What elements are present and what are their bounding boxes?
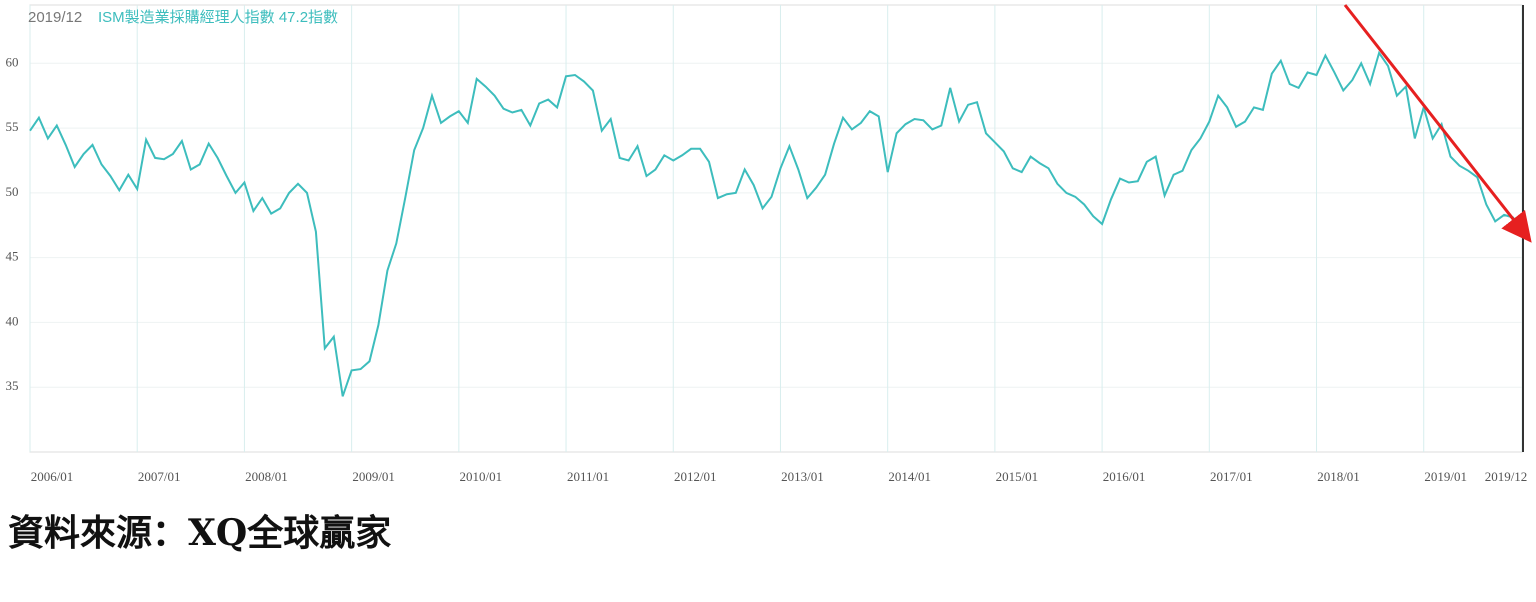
x-tick-label: 2019/12 [1485,469,1528,484]
y-tick-label: 50 [6,184,19,199]
chart-title: ISM製造業採購經理人指數 47.2指數 [98,9,338,26]
y-tick-label: 45 [6,249,19,264]
trend-arrow [1343,4,1532,243]
y-tick-label: 55 [6,119,19,134]
x-tick-label: 2016/01 [1103,469,1146,484]
x-tick-label: 2014/01 [888,469,931,484]
x-tick-label: 2018/01 [1317,469,1360,484]
x-tick-label: 2017/01 [1210,469,1253,484]
y-tick-label: 40 [6,313,19,328]
data-line [29,50,1523,397]
x-tick-label: 2009/01 [352,469,395,484]
x-tick-label: 2011/01 [567,469,609,484]
source-note: 資料來源：XQ全球贏家 [8,512,391,554]
y-tick-label: 60 [6,54,19,69]
x-tick-label: 2015/01 [996,469,1039,484]
x-tick-label: 2019/01 [1424,469,1467,484]
header-date: 2019/12 [28,9,82,26]
x-tick-label: 2008/01 [245,469,288,484]
x-tick-label: 2006/01 [31,469,74,484]
y-tick-label: 35 [6,378,19,393]
x-tick-label: 2007/01 [138,469,181,484]
plot-area [29,4,1523,453]
x-tick-label: 2013/01 [781,469,824,484]
x-tick-label: 2010/01 [460,469,503,484]
x-tick-label: 2012/01 [674,469,717,484]
